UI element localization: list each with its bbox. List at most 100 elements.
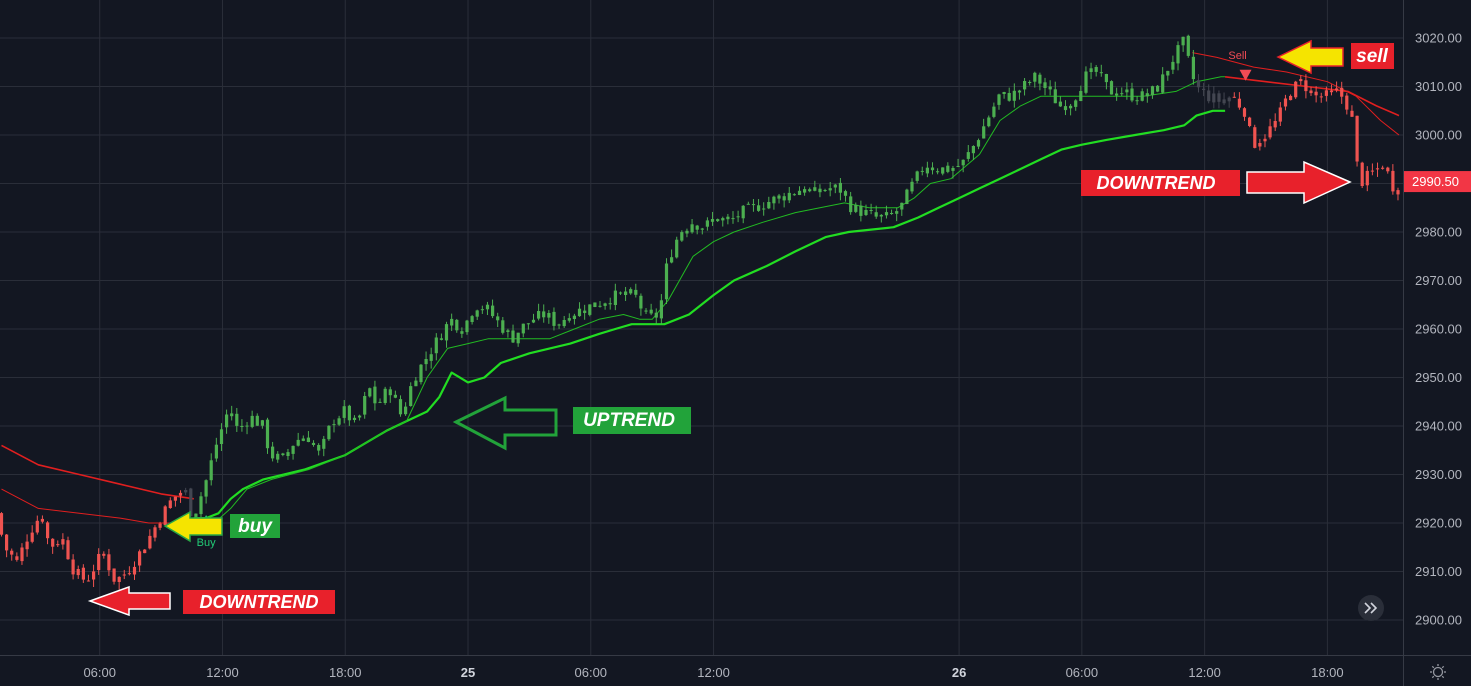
candle-body [890,213,894,214]
candle-body [1196,80,1201,88]
candle-body [1248,117,1252,126]
candle-body [521,323,525,334]
candle-body [736,216,740,218]
candle-body [598,305,602,307]
candle-body [1156,85,1160,92]
candle-body [1135,100,1139,102]
buy-signal-label: Buy [197,537,216,549]
uptrend-label: UPTREND [573,407,691,434]
slow-trail-down-line-end [1225,76,1400,117]
chart-settings-button[interactable] [1430,664,1446,680]
buy-text: buy [238,516,273,537]
candle-body [1278,107,1282,122]
sell-label: sell [1351,43,1394,69]
candle-body [547,313,551,318]
candle-body [1186,35,1190,56]
buy-arrow [163,510,223,543]
candle-body [1012,90,1016,101]
candle-body [76,569,80,576]
candle-body [685,230,689,234]
candle-body [1232,96,1236,98]
candle-body [1391,170,1395,192]
candle-body [649,309,653,314]
candle-body [30,532,34,542]
price-tick-label: 2950.00 [1415,370,1462,385]
last-price-label: 2990.50 [1412,174,1459,189]
candle-body [1089,68,1093,72]
candle-body [971,146,975,154]
candle-body [1294,81,1298,98]
candle-body [230,413,234,417]
candle-body [941,167,945,174]
candle-body [1094,67,1098,72]
candle-body [439,338,443,340]
candle-body [762,208,766,210]
candlesticks [0,34,1400,590]
candle-body [20,547,24,562]
candle-body [97,554,101,570]
candle-body [741,205,745,219]
time-tick-label: 12:00 [1188,665,1221,680]
candle-body [1048,86,1052,90]
candle-body [158,523,162,528]
candle-body [173,496,177,501]
candle-body [337,418,341,425]
candle-body [905,189,909,204]
candle-body [664,263,669,300]
candle-body [608,303,612,305]
candle-body [301,438,305,441]
candle-body [46,522,50,539]
candle-body [122,574,126,576]
candle-body [10,550,14,555]
candle-body [542,311,546,318]
candle-body [700,228,704,230]
candle-body [956,166,960,167]
candle-body [705,220,709,227]
candle-body [915,171,919,181]
candle-body [71,559,75,575]
candle-body [245,425,249,427]
downtrend-left-text: DOWNTREND [200,592,319,612]
candle-body [1324,90,1328,96]
candle-body [562,320,566,327]
candle-body [1309,90,1313,94]
time-tick-label: 18:00 [329,665,362,680]
candle-body [808,189,812,192]
candle-body [1166,70,1170,76]
candle-body [1104,74,1108,83]
candle-body [787,192,791,201]
candle-body [874,212,878,217]
candle-body [15,556,19,560]
candle-body [107,554,111,571]
trail-lines [1,52,1400,524]
scroll-to-realtime-button[interactable] [1358,595,1384,621]
candle-body [383,388,387,403]
candle-body [751,204,756,206]
candle-body [1386,167,1390,172]
candle-body [296,439,300,446]
double-chevron-right-icon [1364,602,1378,614]
candle-body [767,202,771,209]
candle-body [879,214,883,217]
candle-body [317,445,321,451]
annotations: DOWNTREND buy UPTREND [87,39,1394,617]
candle-body [66,540,70,560]
candle-body [450,318,454,326]
candle-body [1340,87,1344,97]
downtrend-right-label: DOWNTREND [1081,170,1240,196]
candle-body [184,490,188,493]
candle-body [322,438,326,449]
candle-body [818,188,822,193]
candle-body [1370,170,1374,172]
candle-body [112,568,116,582]
price-tick-label: 2960.00 [1415,322,1462,337]
candle-body [1273,121,1277,128]
candle-body [168,500,172,508]
time-tick-label: 26 [952,665,966,680]
candle-body [276,453,280,460]
candle-body [1314,91,1318,96]
candle-body [1115,93,1119,96]
